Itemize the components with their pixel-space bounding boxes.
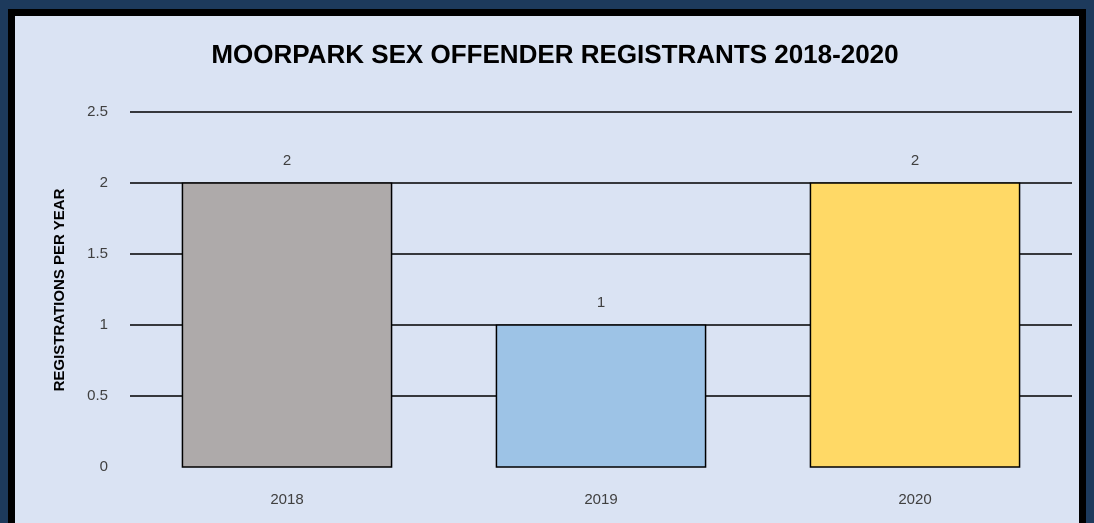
x-tick-label: 2018 bbox=[270, 491, 303, 508]
bar bbox=[495, 324, 707, 468]
x-tick-label: 2019 bbox=[584, 491, 617, 508]
data-label: 1 bbox=[597, 294, 605, 311]
y-tick-label: 2 bbox=[100, 174, 108, 191]
y-tick-label: 0.5 bbox=[87, 387, 108, 404]
bar bbox=[809, 182, 1021, 468]
data-label: 2 bbox=[283, 152, 291, 169]
bar bbox=[181, 182, 393, 468]
y-tick-label: 0 bbox=[100, 458, 108, 475]
y-tick-label: 2.5 bbox=[87, 103, 108, 120]
chart-title: MOORPARK SEX OFFENDER REGISTRANTS 2018-2… bbox=[211, 39, 898, 69]
x-tick-label: 2020 bbox=[898, 491, 931, 508]
y-tick-label: 1 bbox=[100, 316, 108, 333]
y-tick-label: 1.5 bbox=[87, 245, 108, 262]
data-label: 2 bbox=[911, 152, 919, 169]
y-axis-label: REGISTRATIONS PER YEAR bbox=[51, 188, 68, 391]
